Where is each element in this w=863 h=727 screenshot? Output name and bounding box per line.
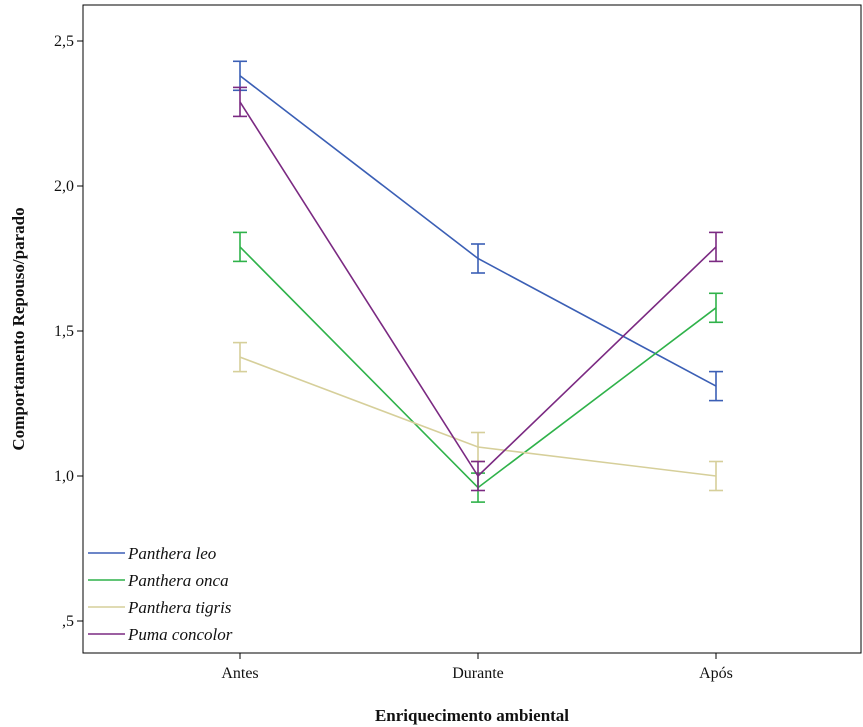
plot-frame xyxy=(82,4,862,654)
series-group xyxy=(233,86,723,492)
error-bar xyxy=(709,460,723,492)
legend-label: Puma concolor xyxy=(127,625,233,644)
x-axis-title: Enriquecimento ambiental xyxy=(375,706,569,725)
x-axis: Antes Durante Após xyxy=(221,653,733,682)
error-bar xyxy=(709,231,723,263)
x-tick-label: Antes xyxy=(221,665,258,682)
y-tick-label: 1,0 xyxy=(54,468,74,485)
error-bar xyxy=(233,86,247,118)
error-bar xyxy=(709,370,723,402)
y-tick-label: 2,5 xyxy=(54,33,74,50)
y-axis-title: Comportamento Repouso/parado xyxy=(9,207,28,450)
legend-item: Panthera leo xyxy=(88,544,216,563)
legend-item: Panthera onca xyxy=(88,571,229,590)
y-tick-label: ,5 xyxy=(62,613,74,630)
series-layer xyxy=(233,60,723,503)
y-axis: ,5 1,0 1,5 2,0 2,5 xyxy=(54,33,83,630)
x-tick-label: Durante xyxy=(452,665,504,682)
legend-item: Panthera tigris xyxy=(88,598,232,617)
error-bar xyxy=(471,243,485,274)
legend: Panthera leo Panthera onca Panthera tigris… xyxy=(88,544,233,644)
legend-item: Puma concolor xyxy=(88,625,233,644)
y-tick-label: 2,0 xyxy=(54,178,74,195)
error-bar xyxy=(233,231,247,263)
x-tick-label: Após xyxy=(699,665,733,682)
legend-label: Panthera onca xyxy=(127,571,229,590)
legend-label: Panthera leo xyxy=(127,544,216,563)
error-bar xyxy=(471,460,485,492)
legend-label: Panthera tigris xyxy=(127,598,232,617)
error-bar xyxy=(709,292,723,324)
error-bar xyxy=(233,341,247,373)
series-group xyxy=(233,60,723,402)
y-tick-label: 1,5 xyxy=(54,323,74,340)
